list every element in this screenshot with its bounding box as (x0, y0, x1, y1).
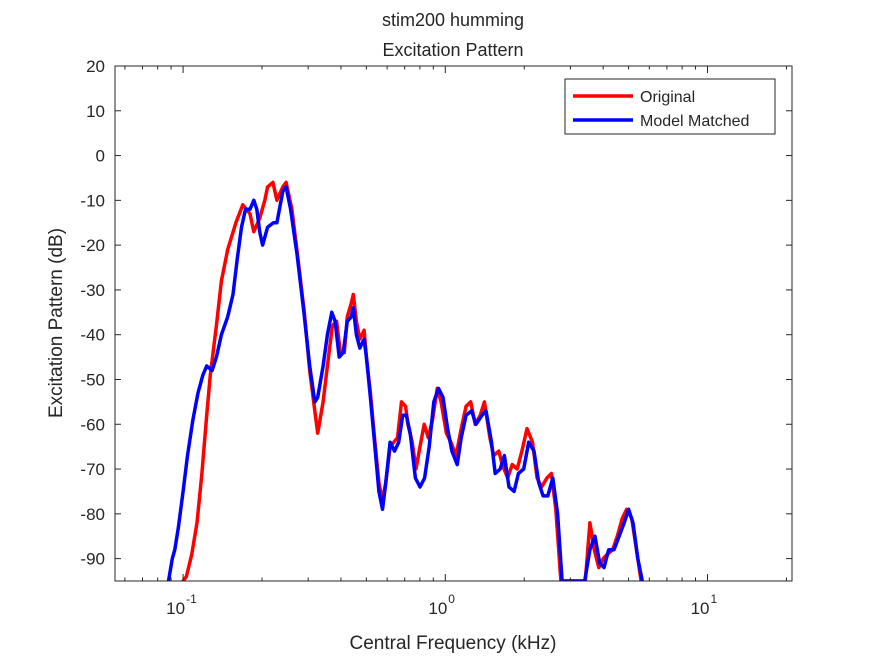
x-tick-label-base: 10 (166, 599, 185, 618)
chart-title: stim200 humming (382, 10, 524, 30)
y-tick-label: -30 (80, 281, 105, 300)
y-tick-label: -70 (80, 460, 105, 479)
y-tick-label: 0 (96, 147, 105, 166)
x-tick-label-exponent: -1 (186, 592, 197, 606)
y-tick-label: -20 (80, 236, 105, 255)
x-tick-label-exponent: 1 (711, 592, 718, 606)
chart-subtitle: Excitation Pattern (382, 40, 523, 60)
y-axis-ticks: 20 10 0 -10 -20 -30 -40 -50 -60 -70 -80 -90 (80, 57, 792, 569)
x-tick-label-base: 10 (691, 599, 710, 618)
x-tick-label: 10 1 (691, 592, 718, 618)
y-tick-label: -60 (80, 415, 105, 434)
x-axis-ticks: 10 -1 10 0 10 1 (124, 66, 787, 618)
y-tick-label: -50 (80, 370, 105, 389)
y-tick-label: -10 (80, 191, 105, 210)
y-tick-label: 20 (86, 57, 105, 76)
y-tick-label: -40 (80, 326, 105, 345)
legend-box (564, 78, 776, 135)
plot-area (115, 66, 792, 581)
legend-label-original: Original (640, 89, 695, 106)
x-tick-label-base: 10 (428, 599, 447, 618)
legend-label-model-matched: Model Matched (640, 113, 749, 130)
series-line-original (181, 180, 643, 581)
x-tick-label: 10 0 (428, 592, 455, 618)
y-axis-label: Excitation Pattern (dB) (46, 228, 67, 418)
x-axis-label: Central Frequency (kHz) (350, 633, 557, 654)
y-tick-label: 10 (86, 102, 105, 121)
series-layer (166, 180, 645, 581)
y-tick-label: -90 (80, 550, 105, 569)
legend: Original Model Matched (564, 78, 776, 135)
plot-frame (114, 65, 793, 582)
x-tick-label-exponent: 0 (448, 592, 455, 606)
y-tick-label: -80 (80, 505, 105, 524)
series-line-model-matched (166, 185, 645, 581)
x-tick-label: 10 -1 (166, 592, 197, 618)
